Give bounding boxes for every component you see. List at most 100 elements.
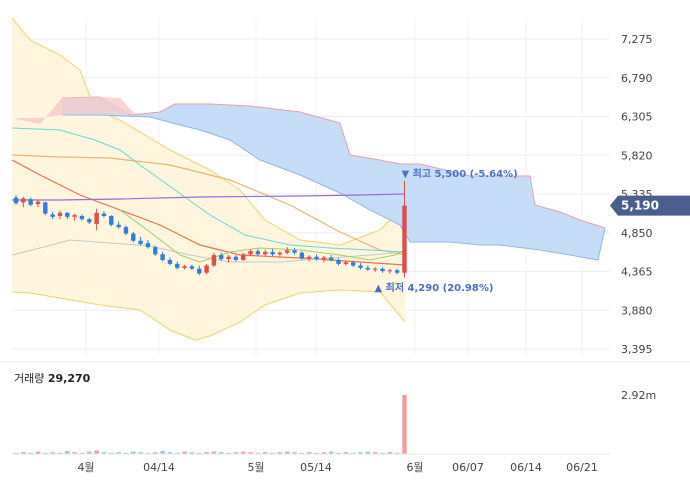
candle-body xyxy=(248,251,253,255)
volume-bar xyxy=(226,452,231,454)
x-tick-label: 06/07 xyxy=(452,461,484,474)
candle-body xyxy=(175,263,180,268)
candle-body xyxy=(343,262,349,264)
low-annotation: ▲ 최저 4,290 (20.98%) xyxy=(374,281,493,294)
last-price-label: 5,190 xyxy=(621,199,659,213)
candle-body xyxy=(131,233,136,241)
x-tick-label: 5월 xyxy=(247,461,264,474)
volume-bar xyxy=(372,452,378,454)
candle-body xyxy=(13,197,19,204)
candle-body xyxy=(109,215,114,225)
y-tick-label: 6,305 xyxy=(621,111,653,124)
volume-bar xyxy=(343,452,349,454)
y-tick-label: 6,790 xyxy=(621,72,653,85)
candle-body xyxy=(270,251,275,255)
x-tick-label: 06/21 xyxy=(566,461,598,474)
candle-body xyxy=(292,250,297,253)
volume-bar xyxy=(241,451,246,454)
ma-60-line xyxy=(11,159,406,266)
volume-bar xyxy=(380,452,385,454)
volume-bar xyxy=(182,451,187,454)
candle-body xyxy=(365,267,371,270)
candle-body xyxy=(219,255,224,260)
lagging-span-line xyxy=(11,239,406,263)
volume-bar xyxy=(394,452,400,454)
candle-body xyxy=(72,215,77,217)
volume-bar xyxy=(131,451,136,454)
volume-bar xyxy=(109,452,114,454)
volume-bar xyxy=(101,452,107,454)
volume-bar xyxy=(79,452,85,454)
candle-body xyxy=(233,256,239,260)
candle-body xyxy=(263,251,268,255)
ichimoku-cloud xyxy=(62,97,605,260)
volume-bar xyxy=(263,452,268,454)
bollinger-lower xyxy=(11,289,406,341)
candle-body xyxy=(394,270,400,273)
volume-bar xyxy=(189,452,195,454)
y-tick-label: 4,850 xyxy=(621,227,653,240)
candle-body xyxy=(79,215,85,220)
volume-bar xyxy=(65,451,70,454)
volume-bar xyxy=(277,452,283,454)
ma-20-line xyxy=(11,127,406,253)
candle-body xyxy=(57,212,63,216)
volume-bar xyxy=(350,452,356,454)
volume-bar xyxy=(307,452,312,454)
ma-120-line xyxy=(11,154,406,256)
volume-bar xyxy=(211,451,217,454)
candle-body xyxy=(211,255,217,266)
volume-bar xyxy=(153,452,158,454)
candle-body xyxy=(182,266,187,268)
candle-body xyxy=(380,268,385,272)
volume-bar xyxy=(204,452,209,454)
candle-body xyxy=(123,227,129,234)
volume-bar xyxy=(35,451,41,454)
candle-body xyxy=(226,256,231,260)
candle-body xyxy=(387,270,393,272)
candle-body xyxy=(189,266,195,269)
volume-bar xyxy=(314,452,319,454)
volume-bar xyxy=(160,451,165,454)
candle-body xyxy=(372,268,378,270)
volume-bar xyxy=(285,451,290,454)
volume-bar xyxy=(299,452,305,454)
ma-240-line xyxy=(12,193,406,201)
x-tick-label: 6월 xyxy=(406,461,423,474)
volume-bar xyxy=(336,452,341,454)
candle-body xyxy=(167,259,173,264)
volume-bar xyxy=(255,452,261,454)
candle-body xyxy=(87,219,92,223)
y-tick-label: 5,820 xyxy=(621,149,653,162)
volume-bar xyxy=(94,450,99,454)
candle-body xyxy=(153,247,158,255)
candle-body xyxy=(43,202,48,214)
volume-bar xyxy=(175,452,180,454)
candle-body xyxy=(28,199,33,205)
candle-body xyxy=(65,212,70,217)
y-tick-label: 3,395 xyxy=(621,343,653,356)
candle-body xyxy=(101,213,107,216)
x-tick-label: 05/14 xyxy=(300,461,332,474)
candle-body xyxy=(21,198,26,203)
candle-body xyxy=(314,256,319,260)
volume-bar xyxy=(50,452,55,454)
y-tick-label: 7,275 xyxy=(621,33,653,46)
volume-bar xyxy=(28,452,33,454)
candle-body xyxy=(336,259,341,264)
volume-bar xyxy=(270,452,275,454)
volume-bar xyxy=(123,452,129,454)
volume-bar xyxy=(197,452,202,454)
volume-bar xyxy=(145,452,151,454)
candle-body xyxy=(145,243,151,248)
x-tick-label: 4월 xyxy=(77,461,94,474)
x-tick-label: 06/14 xyxy=(510,461,542,474)
volume-bar xyxy=(43,452,48,454)
volume-value: 29,270 xyxy=(48,372,91,385)
candle-body xyxy=(402,205,407,273)
candle-body xyxy=(328,257,334,260)
volume-bar xyxy=(321,452,327,454)
candle-body xyxy=(307,256,312,259)
